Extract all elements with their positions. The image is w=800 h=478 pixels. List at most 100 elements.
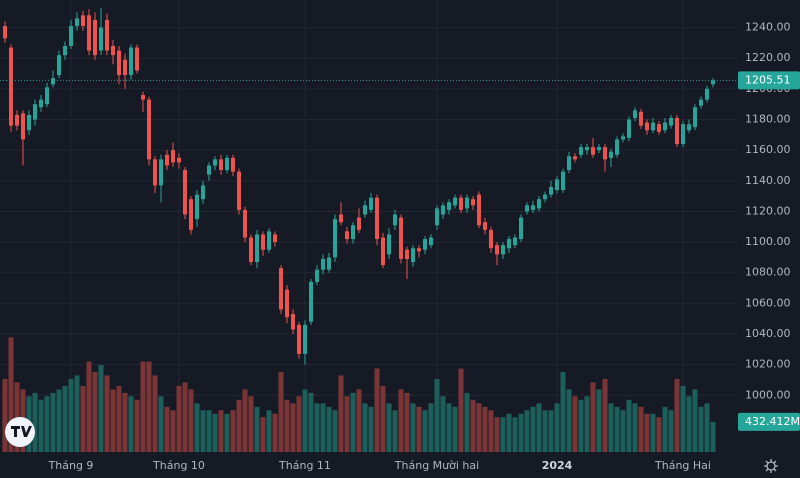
candle-body <box>705 88 709 100</box>
volume-bar <box>230 410 236 452</box>
candle-body <box>501 245 505 255</box>
volume-bar <box>290 403 296 452</box>
last-volume-box <box>738 412 800 431</box>
candle-body <box>213 159 217 166</box>
volume-bar <box>254 406 260 452</box>
volume-bar <box>176 385 182 452</box>
volume-bar <box>32 392 38 452</box>
volume-bar <box>98 365 104 452</box>
candle-body <box>207 165 211 175</box>
candle-body <box>651 122 655 131</box>
y-tick-label: 1040.00 <box>745 327 791 340</box>
candle-body <box>165 154 169 166</box>
candle-body <box>447 202 451 210</box>
volume-bar <box>272 413 278 452</box>
volume-bar <box>338 375 344 452</box>
candle-body <box>87 15 91 51</box>
settings-icon[interactable] <box>764 459 778 473</box>
candle-body <box>369 197 373 210</box>
candle-body <box>573 156 577 160</box>
candle-body <box>603 147 607 160</box>
volume-bar <box>128 396 134 452</box>
volume-bar <box>458 368 464 452</box>
x-tick-label: Tháng 11 <box>278 459 331 472</box>
volume-bar <box>8 337 14 452</box>
volume-bar <box>572 396 578 452</box>
candle-body <box>51 78 55 85</box>
candle-body <box>69 26 73 46</box>
volume-bar <box>494 417 500 452</box>
candle-body <box>519 217 523 240</box>
y-tick-label: 1260.00 <box>745 0 791 3</box>
candle-body <box>279 268 283 310</box>
volume-bar <box>224 413 230 452</box>
volume-bar <box>692 389 698 452</box>
candle-body <box>567 156 571 171</box>
volume-bar <box>266 410 272 452</box>
candle-body <box>405 249 409 259</box>
candle-body <box>171 150 175 163</box>
volume-bar <box>92 372 98 452</box>
y-tick-label: 1160.00 <box>745 143 791 156</box>
volume-bar <box>416 406 422 452</box>
candle-body <box>201 185 205 200</box>
candle-body <box>591 147 595 155</box>
volume-bar <box>662 406 668 452</box>
volume-bar <box>464 392 470 452</box>
candle-body <box>147 99 151 160</box>
volume-bar <box>236 399 242 452</box>
volume-bar <box>242 389 248 452</box>
candle-body <box>129 47 133 76</box>
candle-body <box>693 107 697 128</box>
candle-body <box>243 209 247 238</box>
candle-body <box>675 117 679 145</box>
volume-bar <box>470 399 476 452</box>
volume-bar <box>704 403 710 452</box>
volume-bar <box>674 378 680 452</box>
candle-body <box>585 147 589 151</box>
candle-body <box>9 47 13 126</box>
gear-teeth[interactable] <box>764 459 778 473</box>
volume-bar <box>584 396 590 452</box>
volume-bar <box>428 403 434 452</box>
volume-bar <box>80 385 86 452</box>
logo <box>5 417 35 447</box>
candle-body <box>237 171 241 210</box>
candle-body <box>555 179 559 190</box>
candle-body <box>525 205 529 212</box>
volume-bar <box>590 382 596 452</box>
volume-bar <box>548 410 554 452</box>
volume-bar <box>68 378 74 452</box>
volume-bar <box>410 403 416 452</box>
volume-bar <box>278 372 284 452</box>
logo-circle <box>5 417 35 447</box>
volume-bar <box>542 410 548 452</box>
candle-body <box>399 217 403 259</box>
volume-bar <box>440 396 446 452</box>
candle-body <box>633 110 637 118</box>
candle-body <box>627 119 631 138</box>
candle-body <box>345 231 349 240</box>
candle-body <box>93 19 97 56</box>
volume-bar <box>206 410 212 452</box>
candle-layer <box>0 7 737 365</box>
candle-body <box>327 257 331 270</box>
volume-bar <box>284 399 290 452</box>
volume-bar <box>38 399 44 452</box>
y-tick-label: 1240.00 <box>745 21 791 34</box>
volume-bar <box>500 417 506 452</box>
candle-body <box>393 214 397 226</box>
volume-bar <box>350 392 356 452</box>
candle-body <box>423 239 427 250</box>
candle-body <box>321 258 325 270</box>
candle-body <box>507 239 511 249</box>
volume-bar <box>398 389 404 452</box>
volume-bar <box>566 389 572 452</box>
candle-body <box>411 248 415 263</box>
volume-bar <box>620 410 626 452</box>
y-tick-label: 1000.00 <box>745 388 791 401</box>
candle-body <box>105 19 109 51</box>
candle-body <box>543 194 547 200</box>
y-tick-label: 1220.00 <box>745 51 791 64</box>
volume-bar <box>308 392 314 452</box>
